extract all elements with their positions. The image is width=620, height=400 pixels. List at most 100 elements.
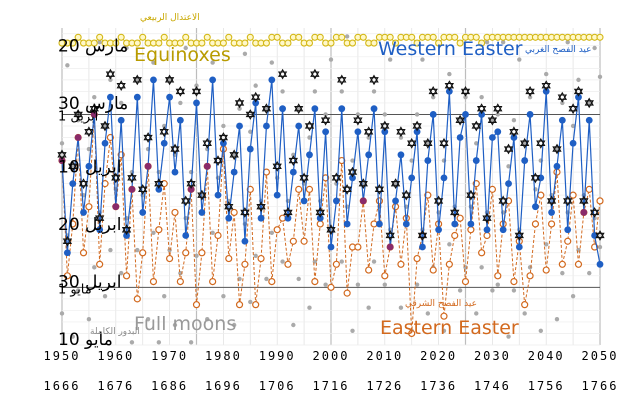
eastern-easter-point: [305, 185, 314, 193]
western-easter-series: [58, 76, 604, 268]
passover-star-point: [374, 186, 385, 195]
western-easter-point: [220, 139, 227, 147]
full-moon-point: [135, 247, 140, 253]
label-equinoxes-ar: الاعتدال الربيعي: [140, 13, 200, 23]
equinox-point: [203, 33, 211, 41]
passover-star-point: [251, 91, 261, 100]
full-moon-point: [447, 242, 452, 247]
passover-star-point: [541, 80, 551, 89]
passover-star-point: [493, 105, 503, 115]
full-moon-point: [474, 311, 479, 316]
western-easter-point: [306, 151, 313, 159]
full-moon-point: [253, 83, 258, 88]
eastern-easter-point: [510, 278, 518, 286]
full-moon-point: [587, 100, 592, 106]
equinox-point: [219, 39, 227, 47]
passover-star-point: [181, 198, 191, 207]
passover-star-point: [482, 212, 492, 221]
passover-star-point: [283, 206, 293, 216]
western-easter-point: [263, 122, 270, 130]
passover-star-point: [121, 227, 132, 236]
western-easter-point: [123, 232, 130, 239]
eastern-easter-point: [343, 289, 351, 297]
passover-star-point: [455, 117, 465, 126]
x-axis: 1950 1960 1970 1980 1990 2000 2010 2020 2030 2040…: [44, 349, 617, 393]
passover-star-point: [272, 160, 282, 170]
passover-star-point: [498, 198, 508, 207]
equinox-point: [182, 33, 190, 41]
full-moon-point: [474, 141, 479, 146]
full-moon-point: [538, 328, 544, 333]
passover-star-point: [514, 230, 524, 239]
western-easter-point: [327, 243, 335, 251]
passover-star-point: [563, 195, 573, 204]
equinox-point: [451, 33, 459, 41]
full-moon-point: [511, 288, 517, 293]
x-tick-label-secondary: 1696: [205, 379, 242, 393]
western-easter-point: [225, 214, 233, 222]
full-moon-point: [135, 77, 140, 83]
passover-star-point: [62, 238, 73, 247]
western-easter-point: [273, 191, 281, 199]
passover-star-point: [261, 105, 272, 115]
eastern-easter-point: [225, 254, 233, 263]
eastern-easter-point: [295, 185, 303, 193]
full-moon-point: [447, 71, 452, 77]
passover-star-point: [294, 103, 304, 112]
western-easter-point: [160, 139, 168, 147]
western-easter-point: [128, 185, 136, 193]
equinox-point: [359, 33, 367, 41]
passover-star-point: [100, 120, 110, 129]
passover-star-point: [390, 180, 401, 189]
passover-star-point: [369, 77, 379, 86]
passover-star-point: [78, 180, 89, 189]
full-moon-point: [183, 45, 188, 51]
passover-star-point: [380, 123, 390, 132]
western-easter-point: [542, 88, 550, 95]
passover-star-point: [584, 97, 594, 106]
full-moon-point: [441, 328, 447, 333]
eastern-easter-point: [198, 249, 206, 257]
full-moon-point: [544, 242, 549, 247]
passover-star-point: [401, 192, 411, 201]
equinox-point: [370, 39, 378, 47]
full-moon-point: [108, 247, 113, 253]
full-moon-point: [167, 77, 172, 83]
passover-star-point: [127, 175, 137, 184]
passover-star-point: [159, 129, 169, 138]
eastern-easter-point: [182, 249, 190, 257]
full-moon-point: [560, 100, 565, 106]
passover-star-point: [272, 163, 282, 172]
eastern-easter-point: [284, 260, 292, 268]
equinox-point: [176, 39, 184, 47]
x-tick-label-secondary: 1716: [313, 379, 350, 393]
western-easter-point: [408, 174, 416, 182]
passover-star-point: [310, 71, 320, 80]
passover-star-point: [369, 74, 379, 83]
x-tick-label-gregorian: 2000: [313, 349, 350, 363]
passover-star-point: [541, 82, 551, 91]
eastern-easter-point: [585, 185, 593, 193]
passover-star-point: [315, 206, 325, 216]
equinox-point: [90, 39, 98, 47]
equinox-point: [241, 39, 249, 47]
eastern-easter-point: [176, 278, 184, 286]
passover-star-point: [509, 129, 519, 138]
equinox-point: [305, 39, 314, 47]
eastern-easter-point: [96, 260, 104, 268]
full-moon-point: [500, 40, 506, 45]
full-moon-point: [398, 305, 404, 310]
full-moon-point: [59, 311, 65, 316]
passover-star-point: [240, 209, 250, 218]
passover-star-point: [186, 178, 196, 187]
y-tick-label: ابريل 20: [58, 215, 122, 235]
x-tick-label-secondary: 1666: [44, 379, 81, 393]
passover-star-point: [288, 155, 299, 164]
western-easter-point: [596, 260, 604, 268]
y-tick-label: مارس 30: [58, 94, 128, 114]
full-moon-point: [425, 311, 431, 316]
passover-star-point: [589, 206, 600, 216]
western-easter-point: [193, 99, 200, 107]
full-moon-point: [323, 112, 328, 117]
passover-star-point: [423, 140, 433, 149]
